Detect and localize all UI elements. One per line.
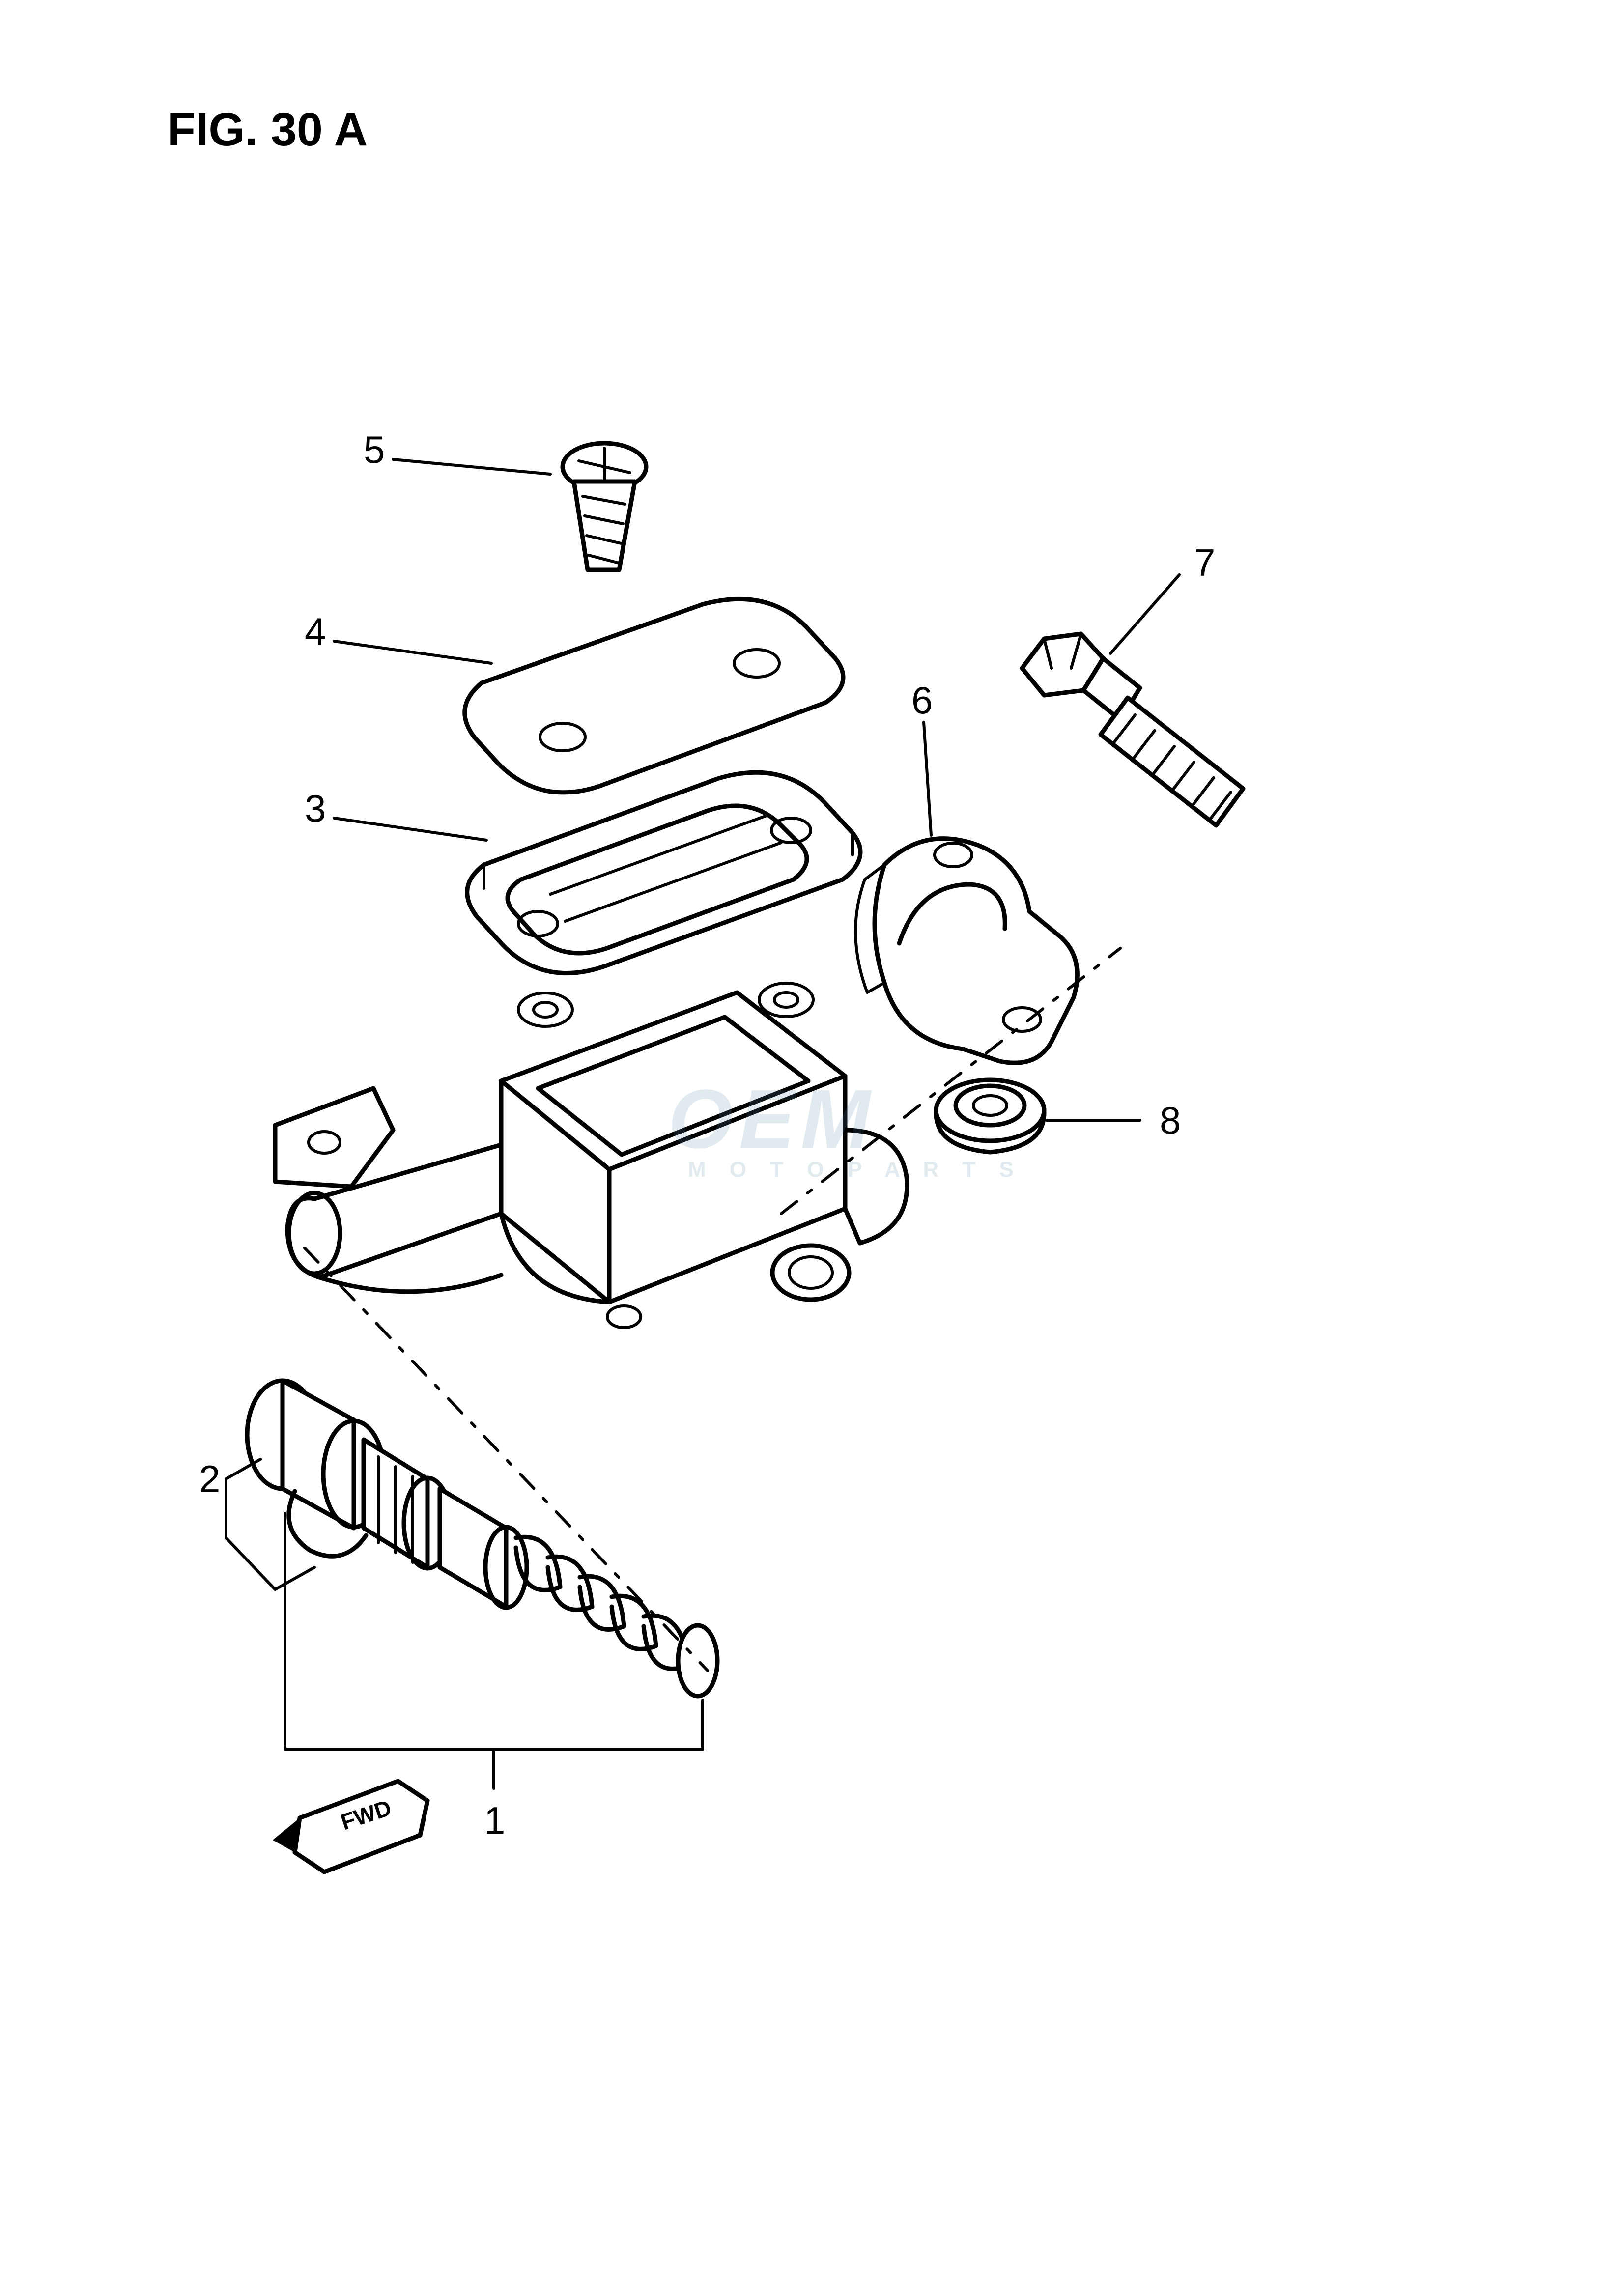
part-diaphragm-3 — [467, 772, 860, 973]
callout-2: 2 — [199, 1457, 220, 1502]
watermark-sub: M O T O P A R T S — [688, 1158, 1023, 1182]
callout-4: 4 — [305, 609, 326, 654]
part-clamp-6 — [855, 839, 1077, 1063]
part-cap-4 — [465, 599, 843, 792]
part-piston-assy-1-2 — [247, 1381, 717, 1696]
callout-6: 6 — [911, 678, 933, 723]
callout-8: 8 — [1160, 1098, 1181, 1143]
part-bolt-7 — [1022, 634, 1243, 825]
watermark-main: OEM — [668, 1071, 1023, 1167]
fwd-arrow-badge: FWD — [273, 1781, 427, 1872]
callout-1: 1 — [484, 1798, 505, 1843]
callout-7: 7 — [1194, 540, 1215, 585]
callout-3: 3 — [305, 786, 326, 831]
callout-5: 5 — [364, 427, 385, 472]
part-screw-5 — [563, 443, 646, 570]
watermark: OEM M O T O P A R T S — [668, 1071, 1023, 1182]
